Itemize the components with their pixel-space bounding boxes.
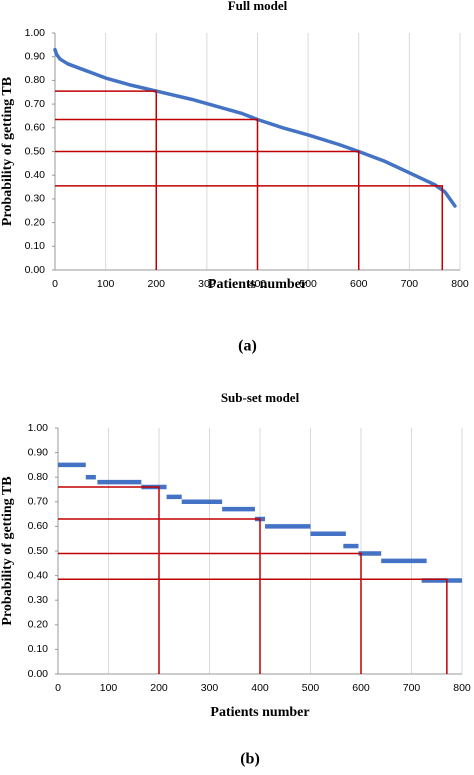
y-tick-label: 0.00 — [25, 264, 46, 276]
caption: (b) — [240, 751, 260, 768]
y-tick-label: 0.40 — [25, 169, 46, 181]
y-tick-label: 0.50 — [25, 145, 46, 157]
reference-line — [58, 552, 362, 674]
x-tick-label: 300 — [198, 278, 216, 290]
x-tick-label: 700 — [401, 278, 419, 290]
x-tick-label: 500 — [302, 682, 320, 694]
y-tick-label: 0.80 — [25, 74, 46, 86]
reference-line — [55, 185, 444, 270]
x-axis-label: Patients number — [208, 277, 307, 292]
reference-line — [58, 486, 160, 674]
y-tick-label: 1.00 — [25, 27, 46, 39]
y-tick-label: 0.90 — [28, 446, 49, 458]
reference-line — [58, 578, 448, 674]
y-tick-label: 0.20 — [28, 619, 49, 631]
y-tick-label: 0.20 — [25, 216, 46, 228]
y-tick-label: 0.60 — [25, 122, 46, 134]
caption: (a) — [238, 338, 257, 355]
y-tick-label: 0.60 — [28, 520, 49, 532]
x-tick-label: 800 — [451, 278, 469, 290]
y-tick-label: 0.80 — [28, 471, 49, 483]
data-line — [53, 47, 457, 208]
y-tick-label: 0.50 — [28, 545, 49, 557]
y-tick-label: 0.10 — [25, 240, 46, 252]
x-tick-label: 800 — [453, 682, 471, 694]
y-axis-label: Probability of getting TB — [0, 77, 15, 226]
y-tick-label: 0.40 — [28, 569, 49, 581]
y-tick-label: 0.30 — [25, 193, 46, 205]
y-axis-label: Probability of getting TB — [0, 476, 15, 625]
y-tick-label: 0.90 — [25, 50, 46, 62]
reference-line — [55, 150, 360, 270]
x-tick-label: 700 — [403, 682, 421, 694]
x-tick-label: 0 — [52, 278, 58, 290]
y-tick-label: 0.70 — [25, 98, 46, 110]
y-tick-label: 0.00 — [28, 668, 49, 680]
x-tick-label: 200 — [150, 682, 168, 694]
y-tick-label: 0.30 — [28, 594, 49, 606]
x-tick-label: 500 — [299, 278, 317, 290]
reference-line — [58, 518, 261, 674]
x-tick-label: 600 — [350, 278, 368, 290]
reference-line — [55, 90, 157, 270]
x-tick-label: 0 — [55, 682, 61, 694]
chart-title: Sub-set model — [221, 390, 300, 405]
y-tick-label: 1.00 — [28, 422, 49, 434]
reference-line — [55, 118, 259, 270]
x-axis-label: Patients number — [210, 705, 309, 720]
x-tick-label: 400 — [251, 682, 269, 694]
x-tick-label: 100 — [100, 682, 118, 694]
x-tick-label: 100 — [97, 278, 115, 290]
x-tick-label: 300 — [201, 682, 219, 694]
y-tick-label: 0.10 — [28, 643, 49, 655]
y-tick-label: 0.70 — [28, 496, 49, 508]
chart-title: Full model — [228, 0, 288, 13]
x-tick-label: 600 — [352, 682, 370, 694]
x-tick-label: 200 — [147, 278, 165, 290]
x-tick-label: 400 — [249, 278, 267, 290]
